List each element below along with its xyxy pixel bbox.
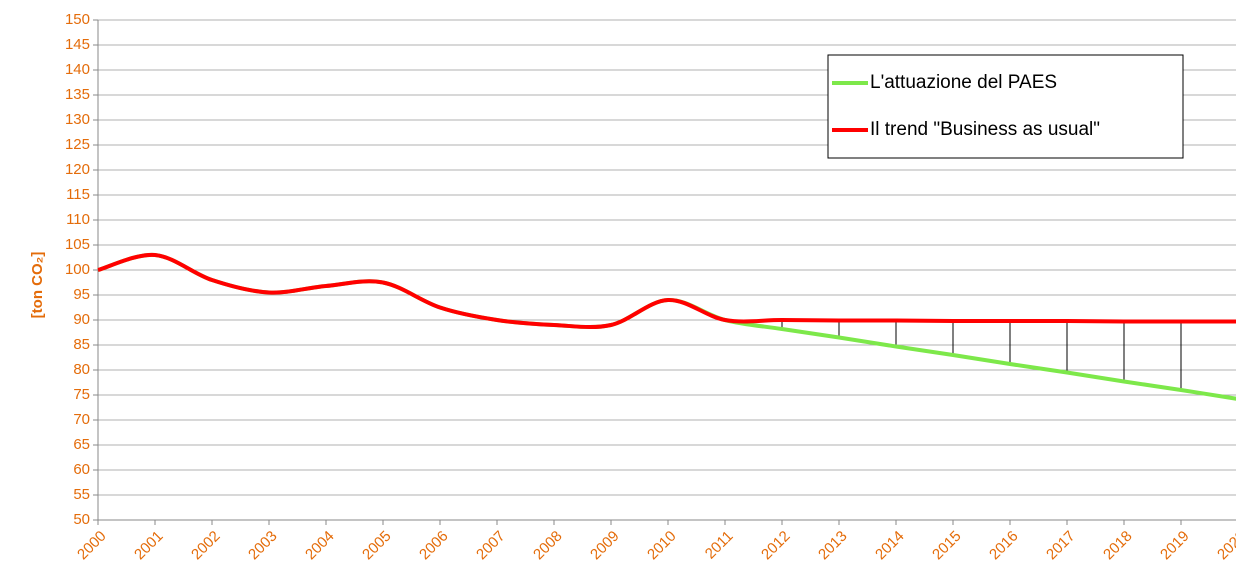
y-tick-label: 65 bbox=[73, 436, 90, 453]
y-tick-label: 50 bbox=[73, 511, 90, 528]
x-tick-label: 2003 bbox=[245, 528, 281, 564]
x-tick-label: 2014 bbox=[872, 528, 908, 564]
x-tick-label: 2005 bbox=[359, 528, 395, 564]
y-tick-label: 150 bbox=[65, 11, 90, 28]
y-tick-label: 115 bbox=[66, 186, 90, 203]
y-tick-label: 130 bbox=[65, 111, 90, 128]
y-tick-label: 60 bbox=[73, 461, 90, 478]
series-line bbox=[97, 252, 1236, 330]
y-tick-label: 75 bbox=[73, 386, 90, 403]
x-tick-label: 2015 bbox=[929, 528, 965, 564]
y-tick-label: 105 bbox=[65, 236, 90, 253]
legend-box bbox=[827, 54, 1184, 159]
x-tick-label: 2017 bbox=[1043, 528, 1079, 564]
x-tick-label: 2004 bbox=[302, 528, 338, 564]
x-tick-label: 2010 bbox=[644, 528, 680, 564]
x-tick-label: 2008 bbox=[530, 528, 566, 564]
y-axis-label: [ton CO₂] bbox=[29, 252, 46, 319]
x-tick-label: 2013 bbox=[815, 528, 851, 564]
y-tick-label: 100 bbox=[65, 261, 90, 278]
y-tick-label: 80 bbox=[73, 361, 90, 378]
x-tick-label: 2007 bbox=[473, 528, 509, 564]
y-tick-label: 90 bbox=[73, 311, 90, 328]
y-tick-label: 70 bbox=[73, 411, 90, 428]
x-tick-label: 2012 bbox=[758, 528, 794, 564]
legend-label: L'attuazione del PAES bbox=[870, 72, 1057, 93]
y-tick-label: 110 bbox=[66, 211, 90, 228]
x-tick-label: 2000 bbox=[74, 528, 110, 564]
series-line bbox=[97, 252, 1236, 401]
x-tick-label: 2019 bbox=[1157, 528, 1193, 564]
y-tick-label: 135 bbox=[65, 86, 90, 103]
y-tick-label: 120 bbox=[65, 161, 90, 178]
x-tick-label: 2011 bbox=[702, 528, 737, 563]
y-tick-label: 55 bbox=[73, 486, 90, 503]
x-tick-label: 2001 bbox=[131, 528, 167, 564]
x-tick-label: 2016 bbox=[986, 528, 1022, 564]
x-tick-label: 2006 bbox=[416, 528, 452, 564]
x-tick-label: 2020 bbox=[1214, 528, 1236, 564]
x-tick-label: 2002 bbox=[188, 528, 224, 564]
x-tick-label: 2009 bbox=[587, 528, 623, 564]
x-tick-label: 2018 bbox=[1100, 528, 1136, 564]
y-tick-label: 140 bbox=[65, 61, 90, 78]
y-tick-label: 125 bbox=[65, 136, 90, 153]
y-tick-label: 85 bbox=[73, 336, 90, 353]
y-tick-label: 95 bbox=[73, 286, 90, 303]
legend-label: Il trend "Business as usual" bbox=[870, 119, 1100, 140]
y-tick-label: 145 bbox=[65, 36, 90, 53]
